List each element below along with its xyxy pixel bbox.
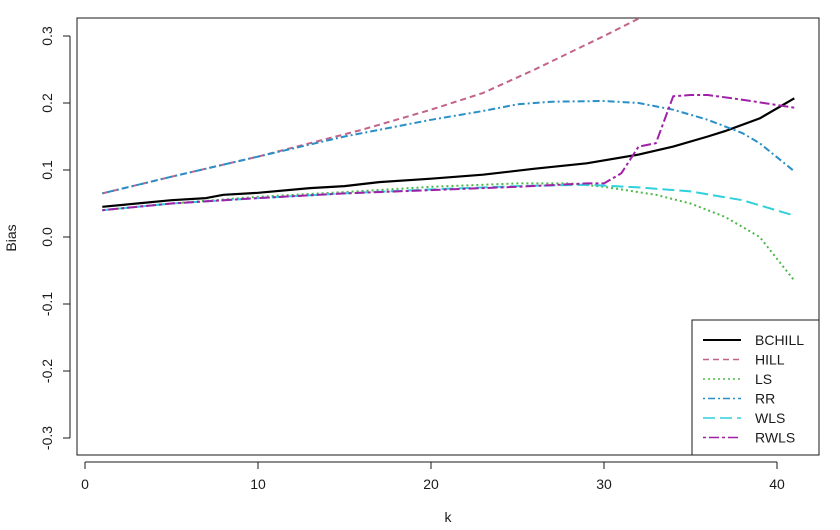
series-line-rwls [102,94,795,212]
x-tick-label: 20 [423,476,439,492]
x-tick-label: 40 [769,476,785,492]
x-tick-label: 30 [596,476,612,492]
series-line-ls [102,182,796,282]
x-tick-label: 10 [250,476,266,492]
y-tick-label: -0.2 [39,359,55,383]
y-tick-label: 0.3 [39,26,55,46]
legend-label-bchill: BCHILL [755,332,804,348]
series-line-rr [102,100,795,195]
x-tick-label: 0 [81,476,89,492]
legend-label-wls: WLS [755,410,785,426]
legend-box [691,319,820,456]
legend: BCHILL HILL LS RR WLS RWLS [691,319,820,456]
x-axis: 0 10 20 30 40 [81,461,785,492]
y-axis-title: Bias [3,224,19,251]
series-line-hill [102,18,640,195]
y-tick-label: 0.2 [39,93,55,113]
series-line-bchill [102,97,795,208]
series-line-wls [102,183,795,217]
y-tick-label: 0.0 [39,227,55,247]
y-axis: -0.3 -0.2 -0.1 0.0 0.1 0.2 0.3 [39,26,71,450]
series-layer [102,18,796,282]
legend-label-rr: RR [755,391,775,407]
plot-frame [76,17,820,456]
x-axis-title: k [445,509,453,525]
y-tick-label: -0.1 [39,292,55,316]
legend-label-rwls: RWLS [755,430,795,446]
y-tick-label: 0.1 [39,160,55,180]
legend-label-ls: LS [755,371,772,387]
y-tick-label: -0.3 [39,426,55,450]
legend-label-hill: HILL [755,352,785,368]
